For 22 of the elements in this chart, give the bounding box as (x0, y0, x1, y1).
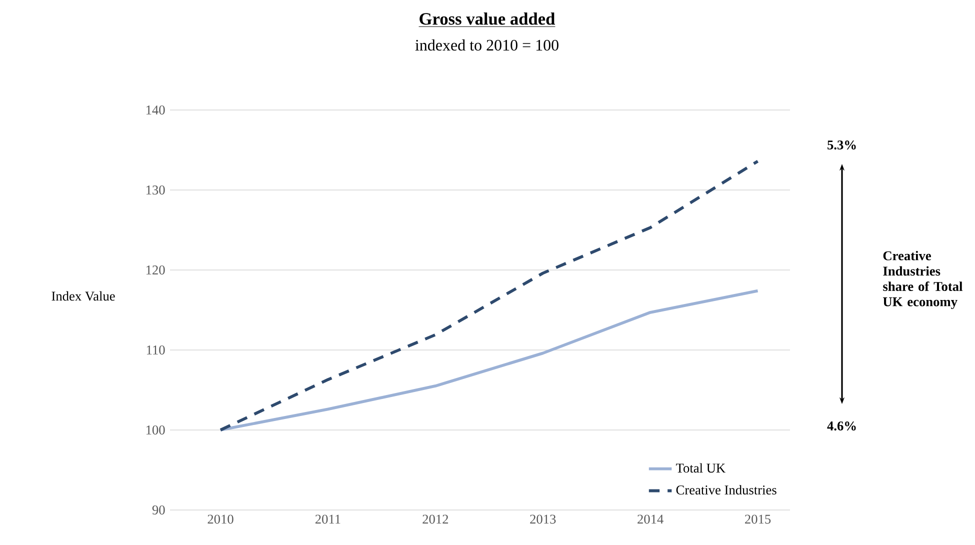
line-series (219, 160, 760, 432)
legend-label: Creative Industries (676, 485, 776, 495)
y-tick-label: 130 (146, 185, 165, 194)
x-tick-label: 2015 (745, 514, 771, 524)
text: 5.3% (828, 140, 856, 150)
text: Creative Industries share of Total UK economy (883, 250, 962, 310)
y-tick-label: 120 (146, 265, 165, 274)
line-series (219, 289, 760, 432)
x-tick-label: 2014 (638, 514, 664, 524)
y-tick-label: 100 (146, 425, 165, 434)
chart-subtitle: indexed to 2010 = 100 (415, 39, 558, 51)
chart-title: Gross value added (420, 12, 556, 25)
x-tick-label: 2011 (315, 514, 340, 524)
x-tick-label: 2010 (208, 514, 234, 524)
y-tick-label: 90 (152, 505, 165, 514)
y-tick-label: 110 (146, 345, 165, 354)
x-tick-label: 2012 (422, 514, 448, 524)
y-axis-title: Index Value (52, 291, 115, 301)
x-tick-label: 2013 (530, 514, 556, 524)
y-tick-label: 140 (146, 105, 165, 114)
text: 4.6% (827, 421, 856, 431)
legend-label: Total UK (676, 463, 726, 473)
